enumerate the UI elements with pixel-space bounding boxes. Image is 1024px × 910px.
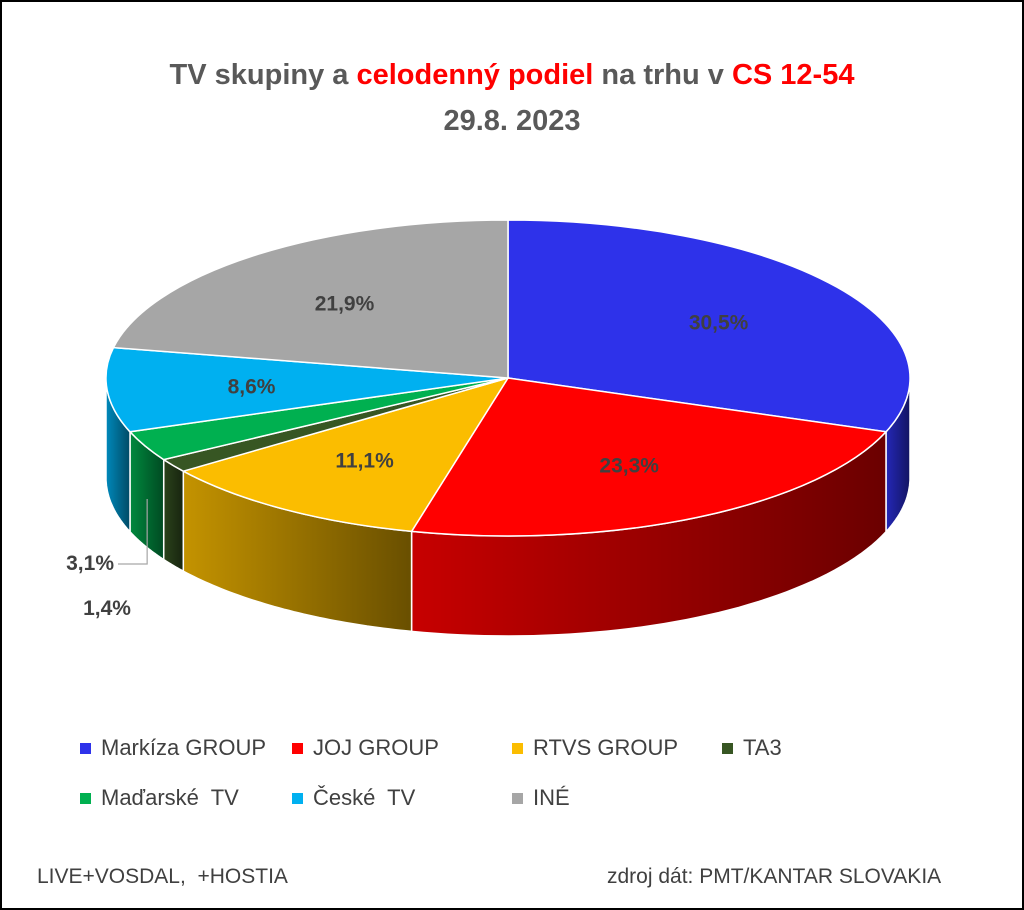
legend-label: JOJ GROUP — [313, 735, 439, 760]
chart-title: TV skupiny a celodenný podiel na trhu v … — [2, 52, 1022, 144]
legend-label: České TV — [313, 785, 416, 810]
legend-label: Maďarské TV — [101, 785, 239, 810]
pie-slice-0 — [507, 219, 911, 433]
data-label-4: 3,1% — [66, 552, 114, 575]
data-label-6: 21,9% — [315, 292, 375, 315]
data-label-5: 8,6% — [228, 376, 276, 399]
legend-item: Markíza GROUP — [80, 735, 266, 761]
legend-item: TA3 — [722, 735, 782, 761]
footer-source: zdroj dát: PMT/KANTAR SLOVAKIA — [607, 865, 942, 888]
legend-swatch — [292, 742, 303, 754]
legend-item: České TV — [292, 785, 415, 811]
legend-item: RTVS GROUP — [512, 735, 678, 761]
legend-item: Maďarské TV — [80, 785, 239, 811]
title-line-1: TV skupiny a celodenný podiel na trhu v … — [2, 52, 1022, 98]
pie-slice-5 — [105, 346, 509, 433]
legend-swatch — [512, 742, 523, 754]
pie-slice-2 — [181, 376, 510, 533]
data-label-1: 23,3% — [599, 454, 659, 477]
title-part-4: CS 12-54 — [731, 59, 855, 91]
pie-slice-1 — [410, 377, 888, 537]
title-date: 29.8. 2023 — [443, 105, 581, 137]
data-label-3: 1,4% — [83, 597, 131, 620]
legend-swatch — [80, 742, 91, 754]
legend-swatch — [722, 742, 733, 754]
pie-slice-6 — [112, 219, 509, 379]
legend-label: Markíza GROUP — [101, 735, 267, 760]
pie-wall-3 — [162, 458, 185, 573]
title-part-3: na trhu v — [593, 59, 732, 91]
data-label-2: 11,1% — [335, 449, 394, 472]
legend-label: INÉ — [533, 785, 570, 810]
data-label-0: 30,5% — [689, 312, 749, 335]
legend-swatch — [512, 792, 523, 804]
title-part-1: TV skupiny a — [169, 59, 357, 91]
legend-item: JOJ GROUP — [292, 735, 439, 761]
legend-swatch — [292, 792, 303, 804]
leader-line-4 — [118, 499, 148, 565]
legend-label: TA3 — [743, 735, 782, 760]
legend-swatch — [80, 792, 91, 804]
legend-label: RTVS GROUP — [533, 735, 679, 760]
legend-item: INÉ — [512, 785, 570, 811]
footer-note: LIVE+VOSDAL, +HOSTIA — [37, 865, 288, 888]
title-part-2: celodenný podiel — [356, 59, 594, 91]
